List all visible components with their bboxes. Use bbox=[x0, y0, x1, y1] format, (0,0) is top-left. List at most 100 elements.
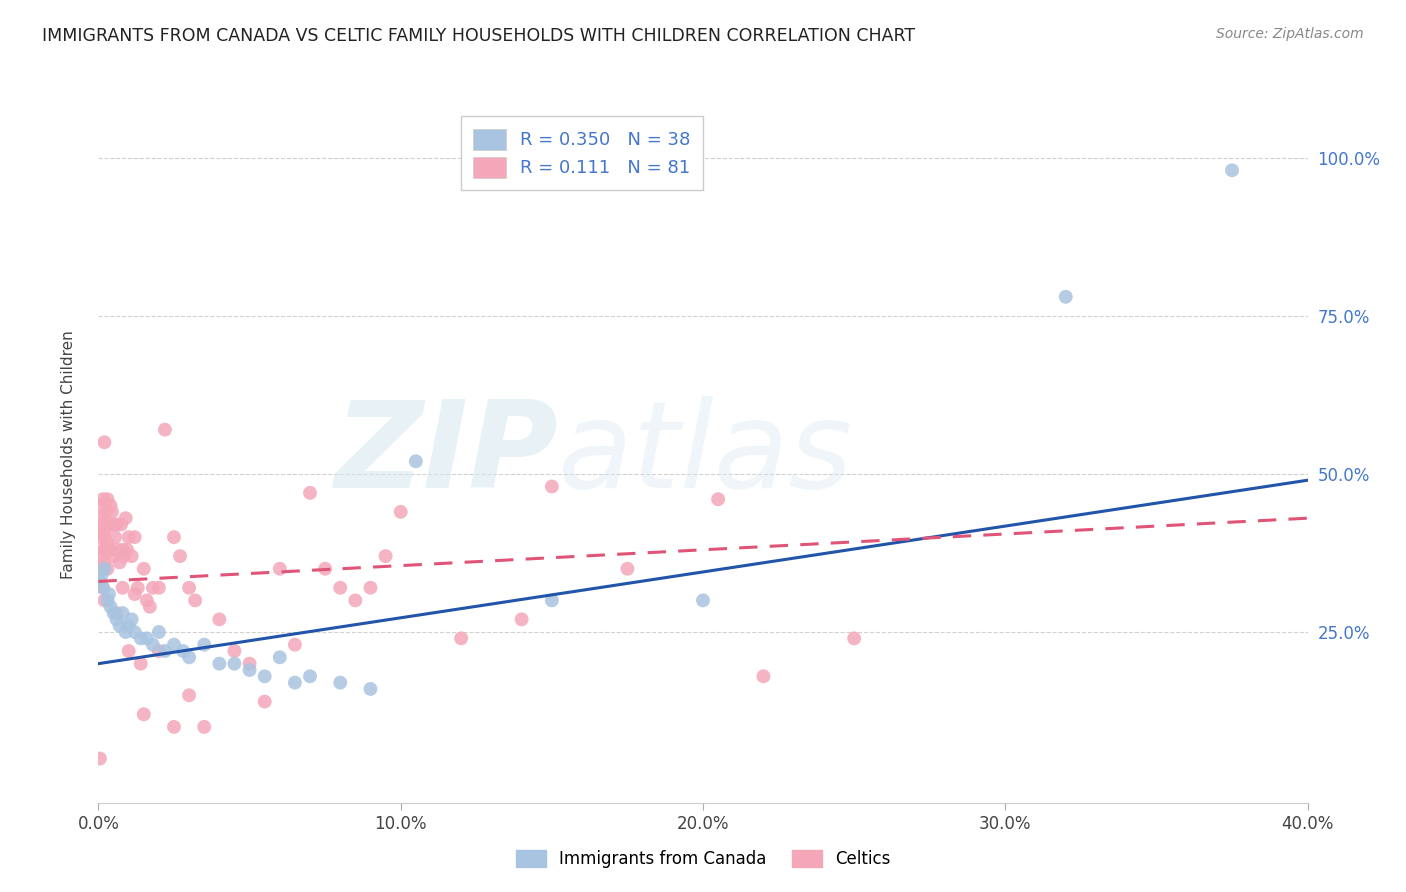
Point bbox=[148, 644, 170, 658]
Point bbox=[96, 492, 118, 507]
Point bbox=[132, 562, 155, 576]
Point bbox=[389, 505, 412, 519]
Point bbox=[208, 612, 231, 626]
Point bbox=[450, 632, 472, 646]
Point bbox=[299, 486, 322, 500]
Point bbox=[104, 530, 127, 544]
Point bbox=[360, 581, 382, 595]
Point bbox=[153, 644, 176, 658]
Point bbox=[94, 542, 117, 557]
Point bbox=[269, 650, 291, 665]
Point bbox=[118, 644, 141, 658]
Point bbox=[148, 625, 170, 640]
Point bbox=[752, 669, 775, 683]
Point bbox=[91, 581, 114, 595]
Point bbox=[96, 536, 118, 550]
Point bbox=[169, 549, 191, 563]
Point bbox=[93, 562, 115, 576]
Point bbox=[89, 574, 111, 589]
Point bbox=[616, 562, 638, 576]
Point bbox=[239, 663, 262, 677]
Point bbox=[253, 695, 276, 709]
Y-axis label: Family Households with Children: Family Households with Children bbox=[60, 331, 76, 579]
Point bbox=[148, 581, 170, 595]
Point bbox=[100, 499, 122, 513]
Point bbox=[91, 542, 114, 557]
Point bbox=[114, 511, 136, 525]
Point bbox=[540, 479, 562, 493]
Point bbox=[132, 707, 155, 722]
Point bbox=[124, 625, 146, 640]
Point bbox=[540, 593, 562, 607]
Point bbox=[135, 632, 157, 646]
Point bbox=[153, 423, 176, 437]
Point bbox=[269, 562, 291, 576]
Text: IMMIGRANTS FROM CANADA VS CELTIC FAMILY HOUSEHOLDS WITH CHILDREN CORRELATION CHA: IMMIGRANTS FROM CANADA VS CELTIC FAMILY … bbox=[42, 27, 915, 45]
Point bbox=[108, 618, 131, 632]
Point bbox=[89, 530, 111, 544]
Point bbox=[127, 581, 149, 595]
Point bbox=[118, 618, 141, 632]
Point bbox=[142, 638, 165, 652]
Point bbox=[93, 593, 115, 607]
Point bbox=[98, 517, 121, 532]
Point bbox=[111, 606, 134, 620]
Point bbox=[208, 657, 231, 671]
Legend: R = 0.350   N = 38, R = 0.111   N = 81: R = 0.350 N = 38, R = 0.111 N = 81 bbox=[461, 116, 703, 190]
Point bbox=[179, 650, 201, 665]
Point bbox=[115, 542, 138, 557]
Point bbox=[93, 556, 115, 570]
Point bbox=[111, 581, 134, 595]
Point bbox=[90, 511, 112, 525]
Point bbox=[90, 568, 112, 582]
Point bbox=[163, 530, 186, 544]
Point bbox=[135, 593, 157, 607]
Point bbox=[108, 556, 131, 570]
Point bbox=[90, 499, 112, 513]
Point bbox=[96, 593, 118, 607]
Point bbox=[360, 681, 382, 696]
Point bbox=[98, 587, 121, 601]
Point bbox=[224, 644, 246, 658]
Point bbox=[100, 542, 122, 557]
Point bbox=[103, 517, 125, 532]
Point bbox=[374, 549, 396, 563]
Point bbox=[239, 657, 262, 671]
Point bbox=[1220, 163, 1243, 178]
Point bbox=[405, 454, 427, 468]
Text: ZIP: ZIP bbox=[335, 396, 558, 514]
Point bbox=[163, 638, 186, 652]
Legend: Immigrants from Canada, Celtics: Immigrants from Canada, Celtics bbox=[509, 843, 897, 875]
Point bbox=[114, 625, 136, 640]
Point bbox=[124, 587, 146, 601]
Point bbox=[96, 562, 118, 576]
Point bbox=[100, 599, 122, 614]
Point bbox=[510, 612, 533, 626]
Point bbox=[142, 581, 165, 595]
Point bbox=[329, 581, 352, 595]
Point bbox=[90, 517, 112, 532]
Point bbox=[253, 669, 276, 683]
Point bbox=[91, 562, 114, 576]
Point bbox=[299, 669, 322, 683]
Point bbox=[93, 530, 115, 544]
Point bbox=[344, 593, 367, 607]
Point bbox=[105, 612, 128, 626]
Point bbox=[101, 505, 124, 519]
Point bbox=[93, 435, 115, 450]
Point bbox=[94, 505, 117, 519]
Point bbox=[91, 492, 114, 507]
Text: atlas: atlas bbox=[558, 396, 853, 514]
Point bbox=[1054, 290, 1077, 304]
Text: Source: ZipAtlas.com: Source: ZipAtlas.com bbox=[1216, 27, 1364, 41]
Point bbox=[98, 542, 121, 557]
Point bbox=[103, 549, 125, 563]
Point bbox=[110, 517, 132, 532]
Point bbox=[172, 644, 194, 658]
Point bbox=[139, 599, 162, 614]
Point bbox=[284, 675, 307, 690]
Point bbox=[129, 632, 152, 646]
Point bbox=[193, 720, 215, 734]
Point bbox=[193, 638, 215, 652]
Point bbox=[184, 593, 207, 607]
